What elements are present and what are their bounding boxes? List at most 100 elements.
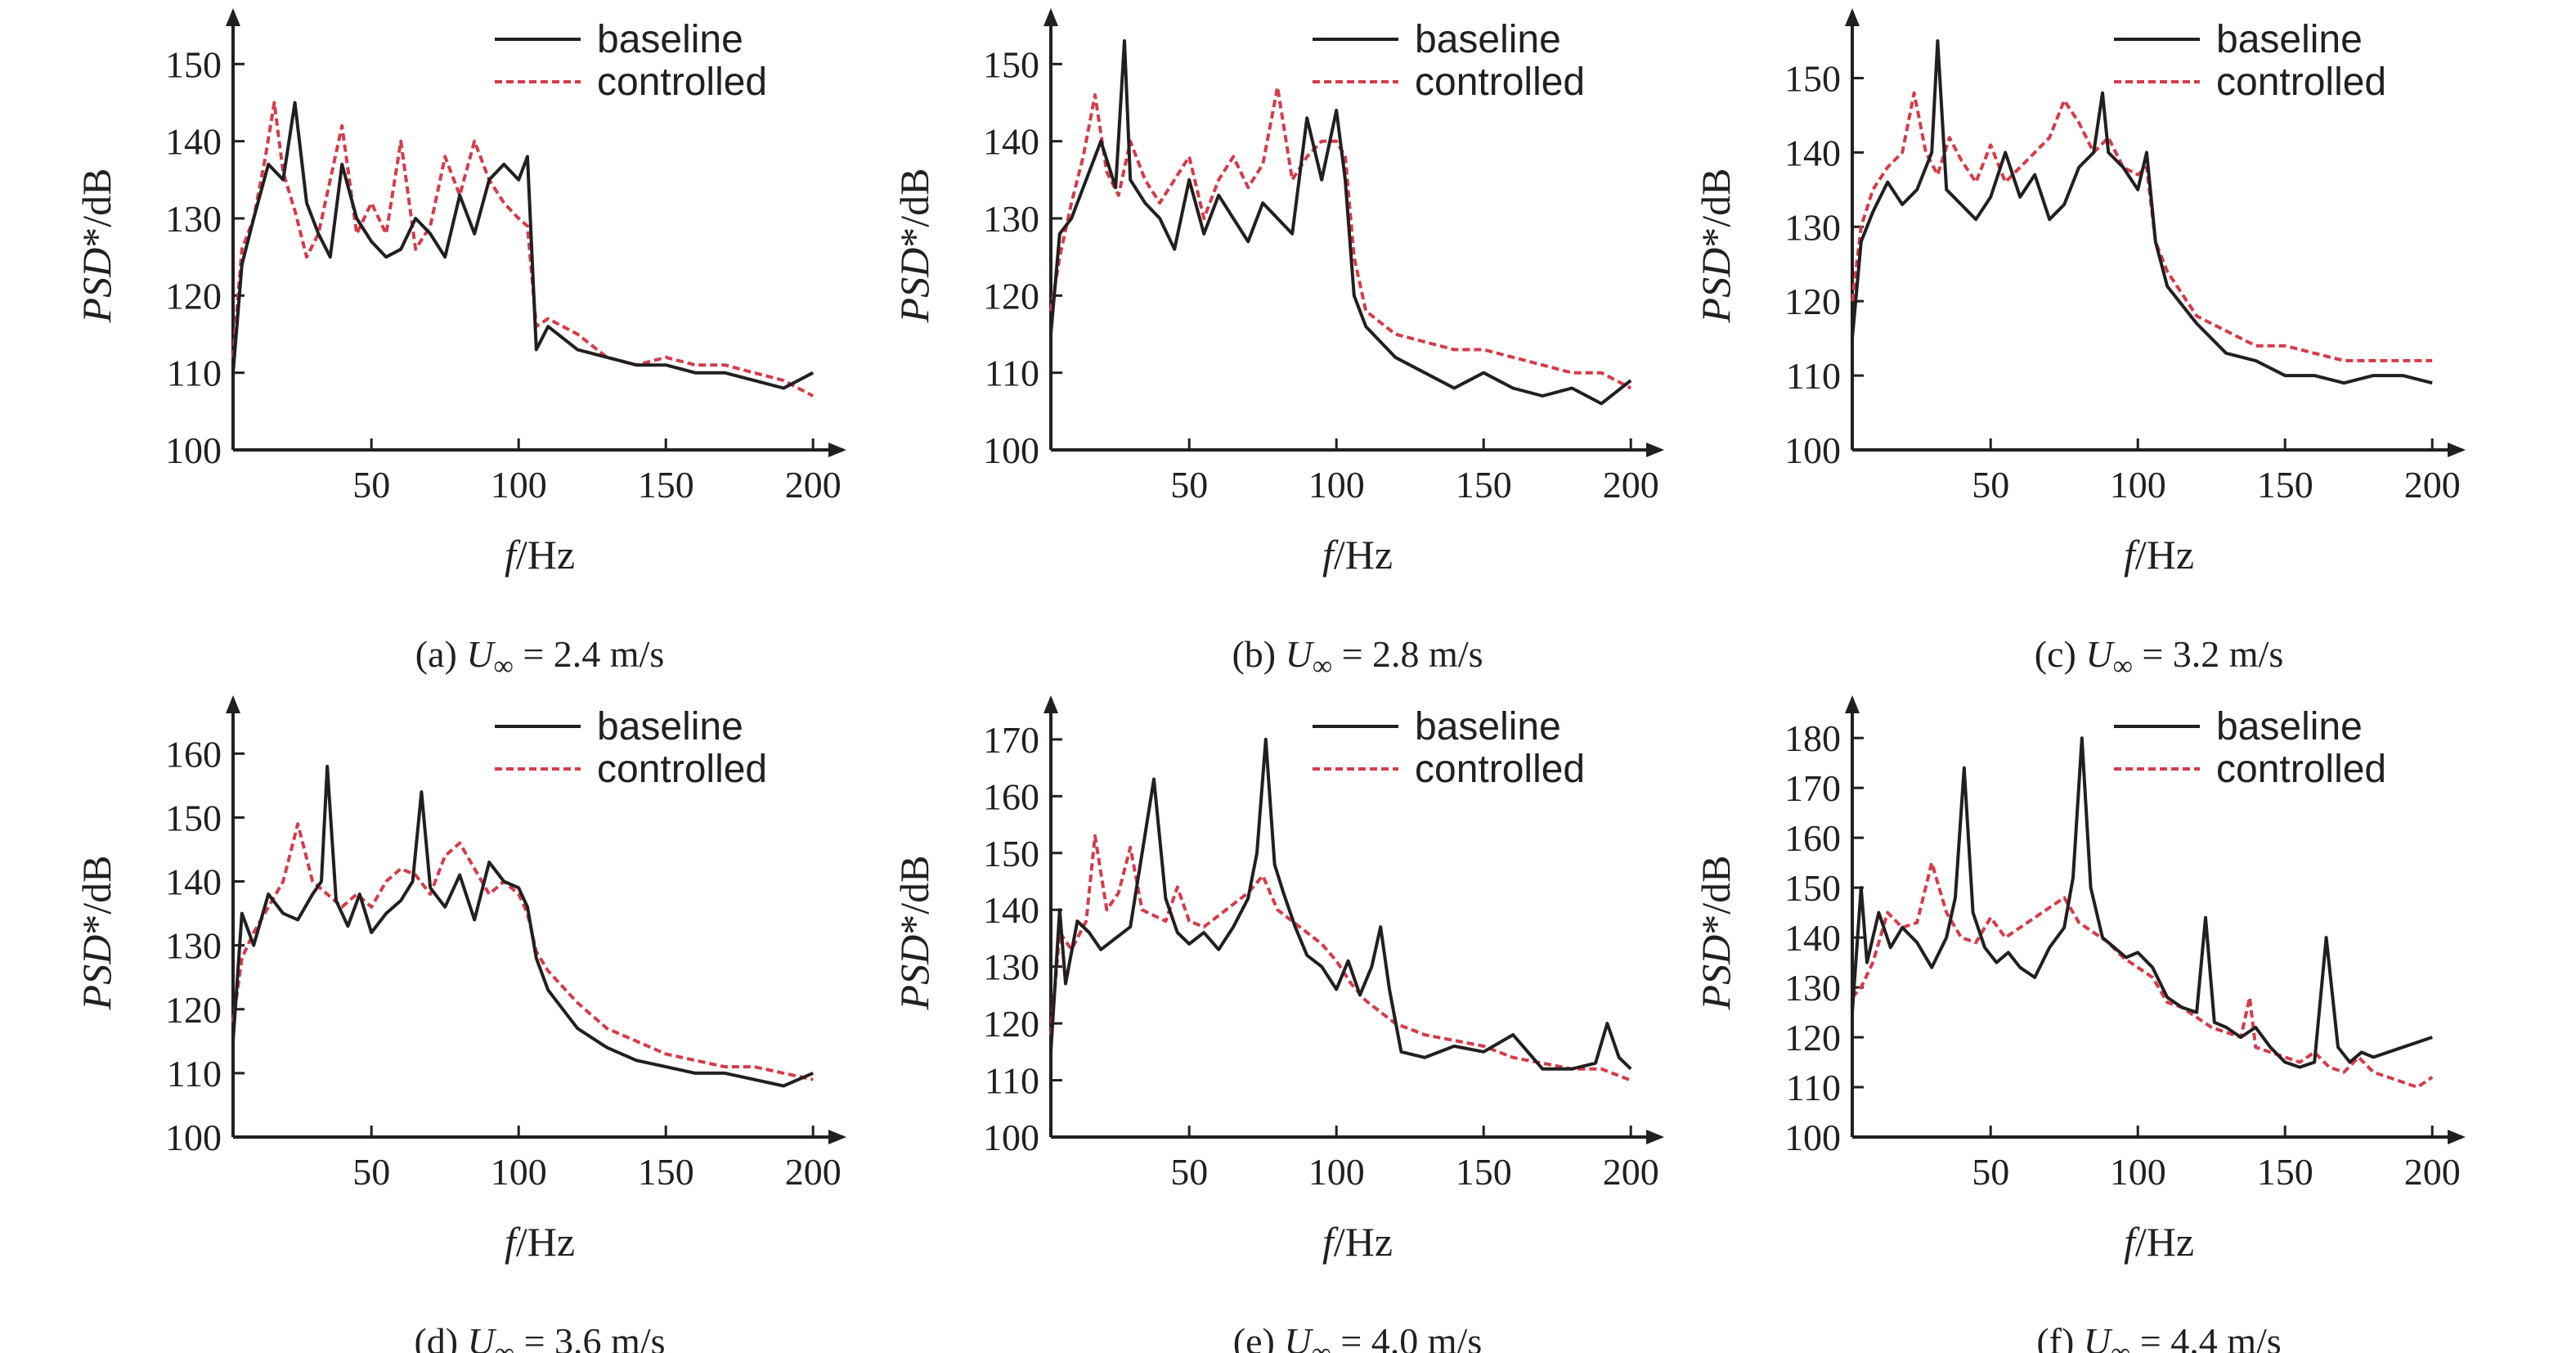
chart-panel-a: 50 100 150 200 100 110 120 130 140 150 f/Hz PSD*/dB… [74,8,846,681]
y-axis-label: PSD*/dB [891,169,937,324]
y-tick-label: 110 [1786,355,1841,397]
x-axis-label: f/Hz [2124,1219,2194,1265]
panel-caption: (d) U∞ = 3.6 m/s [414,1320,665,1353]
panel-caption: (f) U∞ = 4.4 m/s [2036,1320,2281,1353]
panel-caption: (c) U∞ = 3.2 m/s [2035,633,2283,681]
series-line-controlled [1049,85,1632,390]
y-tick-label: 150 [165,43,222,85]
y-tick-label: 130 [983,198,1039,240]
legend-label-baseline: baseline [2216,705,2363,748]
y-axis-label: PSD*/dB [1693,856,1739,1011]
chart-panel-f: 50 100 150 200 100 110 120 130 140 150 160 170 180 f/… [1693,695,2466,1353]
series-line-controlled [1851,861,2434,1089]
y-axis-arrow [1043,695,1058,713]
chart-panel-d: 50 100 150 200 100 110 120 130 140 150 160 f/Hz PSD*… [74,695,846,1353]
x-tick-label: 50 [1972,1151,2009,1193]
x-tick-label: 200 [1603,1151,1659,1193]
x-axis-label: f/Hz [1322,532,1393,578]
x-tick-label: 150 [2257,1151,2313,1193]
chart-panel-b: 50 100 150 200 100 110 120 130 140 150 f/Hz PSD*/dB… [891,8,1664,681]
legend-label-controlled: controlled [2216,748,2386,791]
legend-label-baseline: baseline [1415,18,1561,61]
x-tick-label: 150 [638,464,694,506]
y-tick-label: 150 [983,833,1039,874]
y-tick-label: 140 [165,121,222,163]
x-axis-arrow [828,443,846,457]
y-axis-arrow [226,695,240,713]
legend-label-baseline: baseline [597,705,743,748]
series-line-baseline [1049,737,1632,1071]
legend-label-baseline: baseline [597,18,743,61]
x-tick-label: 150 [2257,464,2313,506]
y-tick-label: 170 [983,719,1039,761]
y-tick-label: 120 [1784,281,1841,322]
y-tick-label: 180 [1784,717,1841,759]
y-tick-label: 100 [165,1117,222,1158]
series-line-controlled [1851,91,2433,362]
x-axis-label: f/Hz [505,1219,575,1265]
x-axis-label: f/Hz [505,532,575,578]
y-tick-label: 120 [983,1003,1039,1045]
x-tick-label: 50 [1170,1151,1208,1193]
x-tick-label: 50 [1972,464,2009,506]
y-tick-label: 120 [165,275,222,317]
legend-label-controlled: controlled [597,61,767,104]
x-tick-label: 100 [1308,1151,1365,1193]
series-line-baseline [1851,736,2433,1069]
series-line-baseline [1049,39,1632,406]
y-tick-label: 140 [1784,132,1841,173]
x-axis-arrow [1646,1130,1664,1144]
panel-caption: (e) U∞ = 4.0 m/s [1233,1320,1482,1353]
y-tick-label: 130 [1784,967,1841,1009]
series-line-controlled [231,822,814,1081]
y-tick-label: 110 [1786,1067,1841,1108]
x-axis-arrow [828,1130,846,1144]
y-tick-label: 150 [165,797,222,838]
x-tick-label: 100 [2110,464,2166,506]
x-tick-label: 150 [1456,1151,1512,1193]
y-tick-label: 150 [1784,57,1841,99]
series-line-controlled [1049,834,1631,1082]
legend-label-baseline: baseline [2216,18,2363,61]
series-line-baseline [1851,39,2433,385]
chart-panel-c: 50 100 150 200 100 110 120 130 140 150 f/Hz PSD*/dB… [1693,8,2466,681]
y-tick-label: 110 [985,353,1039,394]
x-axis-arrow [2448,1130,2466,1144]
y-axis-label: PSD*/dB [891,856,937,1011]
x-axis-label: f/Hz [1322,1219,1393,1265]
y-tick-label: 130 [165,925,222,967]
y-tick-label: 130 [165,198,222,240]
chart-panel-e: 50 100 150 200 100 110 120 130 140 150 160 170 f/Hz P… [891,695,1664,1353]
x-tick-label: 200 [2404,464,2461,506]
panel-caption: (b) U∞ = 2.8 m/s [1232,633,1483,681]
y-tick-label: 110 [167,1053,222,1095]
y-tick-label: 150 [1784,867,1841,909]
y-tick-label: 160 [1784,817,1841,859]
y-axis-label: PSD*/dB [74,856,119,1011]
x-tick-label: 50 [352,464,390,506]
y-tick-label: 150 [983,43,1039,85]
series-line-controlled [231,101,815,398]
y-tick-label: 100 [1784,429,1841,471]
y-tick-label: 110 [167,353,222,394]
x-tick-label: 200 [2404,1151,2461,1193]
y-tick-label: 160 [165,733,222,775]
legend-label-controlled: controlled [1415,61,1585,104]
x-axis-label: f/Hz [2124,532,2194,578]
y-tick-label: 120 [983,275,1039,317]
y-tick-label: 130 [1784,206,1841,248]
x-tick-label: 150 [638,1151,694,1193]
y-tick-label: 140 [983,889,1039,931]
x-tick-label: 200 [785,1151,841,1193]
x-tick-label: 100 [1308,464,1365,506]
series-line-baseline [231,101,815,390]
y-axis-arrow [1043,8,1058,26]
y-tick-label: 100 [1784,1117,1841,1158]
y-axis-label: PSD*/dB [1693,169,1739,324]
x-axis-arrow [1646,443,1664,457]
x-tick-label: 200 [1603,464,1659,506]
y-tick-label: 130 [983,946,1039,988]
y-axis-arrow [226,8,240,26]
y-tick-label: 120 [165,989,222,1031]
